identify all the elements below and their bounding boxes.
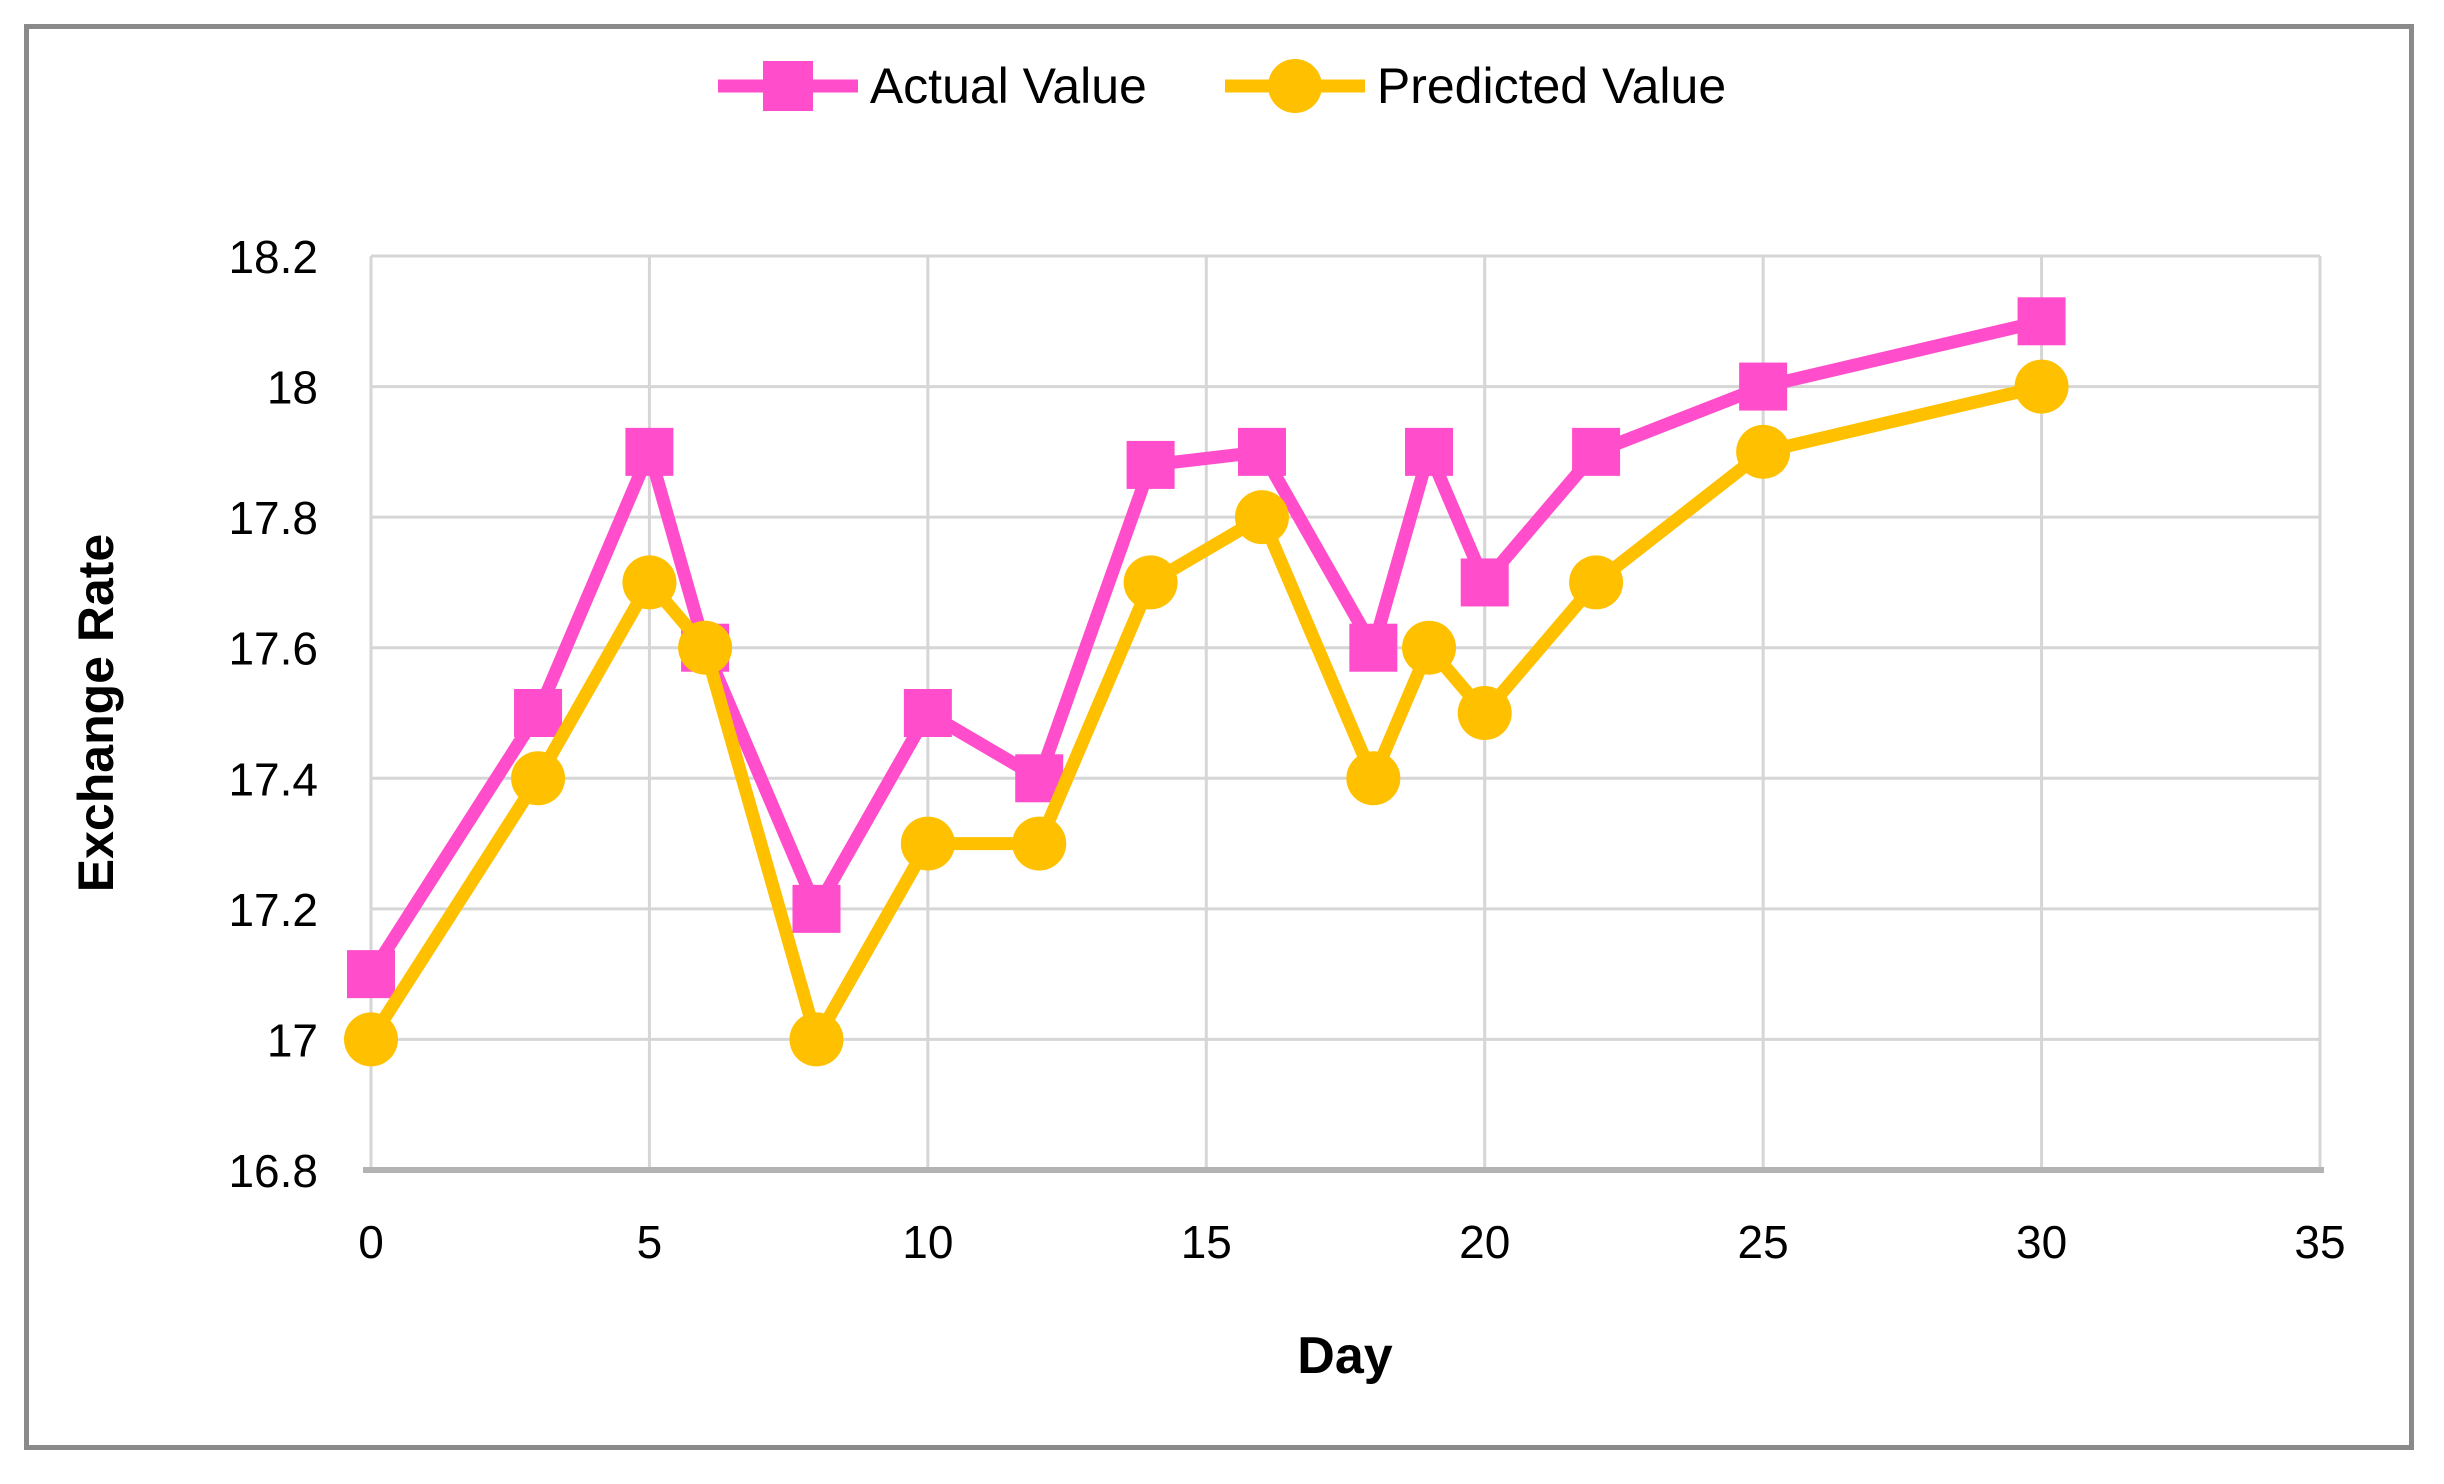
actual-series-point [347, 950, 395, 999]
y-tick-label: 18.2 [228, 231, 318, 283]
actual-series-point [1349, 623, 1398, 672]
legend-label-actual: Actual Value [869, 58, 1147, 114]
predicted-series-point [1569, 555, 1624, 610]
predicted-series-point [1123, 555, 1178, 610]
predicted-series-point [622, 555, 677, 610]
predicted-series-point [1402, 620, 1457, 675]
x-tick-label: 20 [1459, 1216, 1510, 1268]
predicted-series-point [678, 620, 733, 675]
y-tick-label: 17.6 [228, 623, 318, 675]
legend: Actual Value Predicted Value [0, 54, 2444, 118]
actual-series-point [514, 689, 563, 737]
predicted-series-point [900, 816, 955, 871]
actual-series-point [1739, 362, 1788, 411]
actual-series-point [1572, 427, 1621, 476]
y-tick-label: 17.8 [228, 492, 318, 544]
actual-series-point [903, 689, 952, 737]
actual-series-legend-marker-icon [717, 61, 858, 111]
predicted-series-point [789, 1012, 844, 1067]
predicted-series-legend-marker-icon [1224, 59, 1365, 113]
x-tick-label: 30 [2016, 1216, 2067, 1268]
actual-series-point [1460, 558, 1509, 607]
y-tick-label: 18 [267, 362, 318, 414]
x-axis-title: Day [1297, 1327, 1393, 1385]
actual-series-legend-glyph [762, 61, 813, 111]
chart-border-frame [24, 24, 2414, 1450]
predicted-series-point [1736, 424, 1791, 479]
predicted-series-point [1234, 490, 1289, 545]
actual-series-point [1405, 427, 1454, 476]
predicted-series-legend-glyph [1267, 59, 1322, 113]
predicted-series-point [344, 1012, 398, 1067]
y-tick-label: 17 [267, 1014, 318, 1066]
x-tick-label: 35 [2294, 1216, 2345, 1268]
predicted-series-point [511, 751, 566, 806]
predicted-series-point [2014, 359, 2069, 414]
y-axis-title: Exchange Rate [68, 533, 124, 893]
x-tick-label: 0 [358, 1216, 384, 1268]
actual-series-point [2017, 297, 2066, 346]
y-tick-label: 17.2 [228, 884, 318, 936]
y-tick-label: 17.4 [228, 753, 318, 805]
predicted-series-point [1346, 751, 1401, 806]
actual-series-point [625, 427, 674, 476]
actual-series-point [1126, 440, 1175, 489]
predicted-series-point [1012, 816, 1067, 871]
x-tick-label: 5 [637, 1216, 663, 1268]
actual-series-point [792, 884, 841, 933]
legend-item-predicted: Predicted Value [1224, 54, 1727, 118]
legend-item-actual: Actual Value [717, 54, 1147, 118]
x-tick-label: 25 [1738, 1216, 1789, 1268]
x-tick-label: 15 [1181, 1216, 1232, 1268]
x-tick-label: 10 [902, 1216, 953, 1268]
actual-series-point [1237, 427, 1286, 476]
predicted-series-point [1457, 686, 1512, 740]
y-tick-label: 16.8 [228, 1145, 318, 1197]
legend-label-predicted: Predicted Value [1376, 58, 1727, 114]
